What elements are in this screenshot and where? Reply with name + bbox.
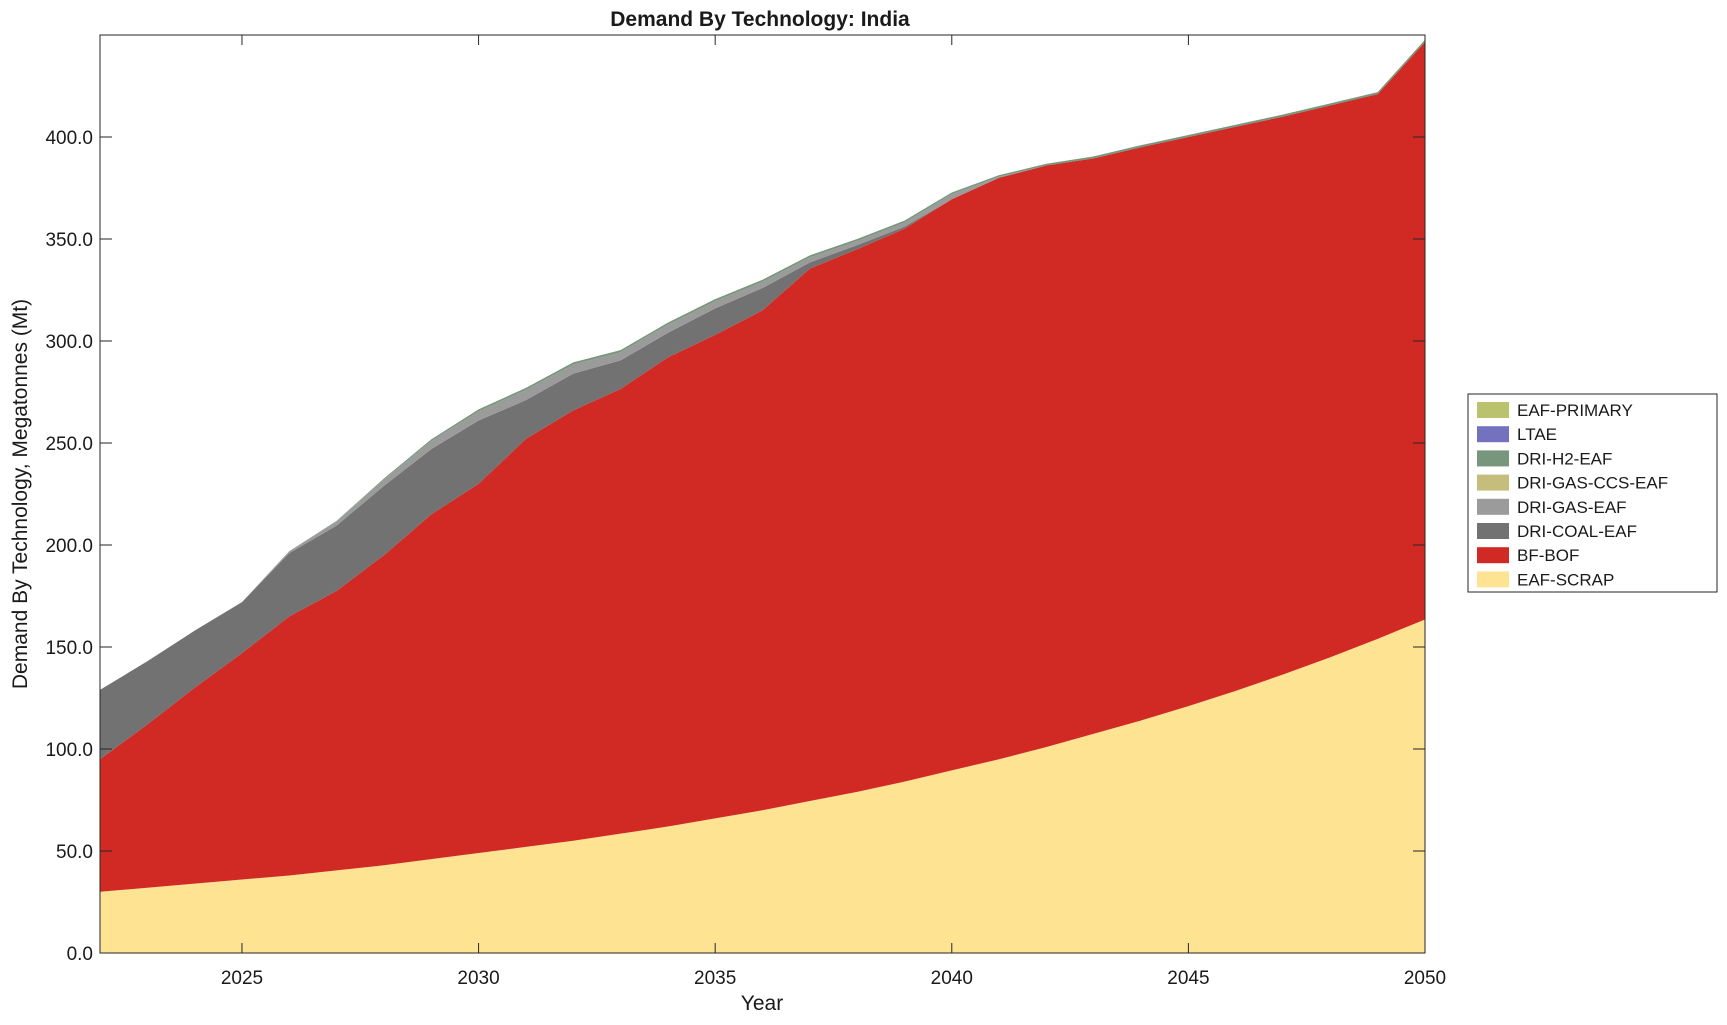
- plot-frame: [99, 34, 1426, 954]
- legend-swatch-bf-bof: [1477, 547, 1509, 564]
- legend-label-dri-coal-eaf: DRI-COAL-EAF: [1517, 522, 1637, 541]
- legend-swatch-ltae: [1477, 426, 1509, 443]
- y-tick-label: 0.0: [67, 944, 93, 965]
- legend-label-ltae: LTAE: [1517, 425, 1557, 444]
- legend-swatch-eaf-scrap: [1477, 571, 1509, 588]
- y-tick-label: 100.0: [45, 740, 93, 761]
- legend-box: [1467, 393, 1718, 593]
- y-tick-label: 50.0: [56, 842, 93, 863]
- x-tick-label: 2025: [221, 968, 263, 989]
- y-tick-label: 350.0: [45, 230, 93, 251]
- x-tick-label: 2035: [694, 968, 736, 989]
- area-series-bf-bof: [100, 42, 1425, 892]
- x-tick-label: 2045: [1167, 968, 1209, 989]
- y-tick-label: 150.0: [45, 638, 93, 659]
- legend-label-dri-gas-ccs-eaf: DRI-GAS-CCS-EAF: [1517, 474, 1668, 493]
- legend-swatch-eaf-primary: [1477, 402, 1509, 418]
- legend-swatch-dri-h2-eaf: [1477, 450, 1509, 467]
- legend: EAF-PRIMARY LTAE DRI-H2-EAF DRI-GAS-CCS-EAF…: [1467, 393, 1718, 593]
- x-axis-label: Year: [741, 992, 783, 1015]
- ticks-layer: 2025 2030 2035 2040 2045 2050 0.0 50.0 100.0 150.…: [45, 35, 1446, 989]
- area-series-eaf-scrap: [100, 619, 1425, 953]
- x-tick-label: 2030: [457, 968, 499, 989]
- y-axis-label: Demand By Technology, Megatonnes (Mt): [9, 299, 32, 689]
- legend-label-dri-gas-eaf: DRI-GAS-EAF: [1517, 498, 1627, 517]
- legend-label-eaf-scrap: EAF-SCRAP: [1517, 570, 1614, 589]
- legend-swatch-dri-coal-eaf: [1477, 523, 1509, 539]
- legend-label-eaf-primary: EAF-PRIMARY: [1517, 401, 1633, 420]
- x-tick-label: 2050: [1404, 968, 1446, 989]
- y-tick-label: 200.0: [45, 536, 93, 557]
- y-tick-label: 250.0: [45, 434, 93, 455]
- y-tick-label: 400.0: [45, 128, 93, 149]
- y-tick-label: 300.0: [45, 332, 93, 353]
- legend-items: EAF-PRIMARY LTAE DRI-H2-EAF DRI-GAS-CCS-EAF…: [1477, 401, 1668, 589]
- areas-layer: [100, 39, 1425, 953]
- legend-label-dri-h2-eaf: DRI-H2-EAF: [1517, 449, 1612, 468]
- legend-swatch-dri-gas-ccs-eaf: [1477, 474, 1509, 491]
- chart-title: Demand By Technology: India: [610, 8, 910, 31]
- legend-swatch-dri-gas-eaf: [1477, 498, 1509, 515]
- legend-label-bf-bof: BF-BOF: [1517, 546, 1579, 565]
- x-tick-label: 2040: [931, 968, 973, 989]
